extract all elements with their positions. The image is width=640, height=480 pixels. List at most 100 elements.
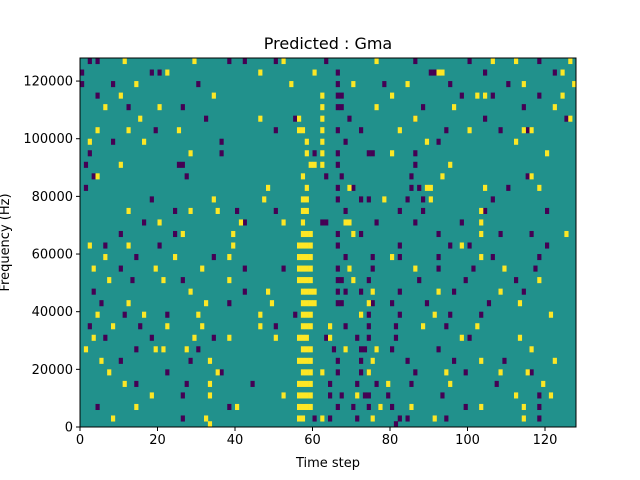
heatmap-cell [351,230,356,238]
heatmap-cell [545,242,550,249]
heatmap-cell [486,300,492,307]
heatmap-cell [87,150,92,157]
heatmap-cell [421,323,426,330]
heatmap-cell [483,92,488,99]
heatmap-cell [227,277,232,284]
heatmap-cell [227,334,232,341]
heatmap-cell [211,196,216,203]
heatmap-cell [517,334,523,341]
heatmap-cell [300,242,306,249]
heatmap-cell [405,81,410,88]
heatmap-cell [328,415,333,422]
heatmap-cell [122,311,127,318]
heatmap-cell [351,277,356,284]
heatmap-cell [436,138,441,145]
heatmap-cell [308,357,313,364]
heatmap-cell [370,254,375,261]
heatmap-cell [490,196,495,203]
heatmap-cell [502,357,507,364]
heatmap-cell [231,242,236,249]
heatmap-cell [475,323,480,330]
heatmap-cell [118,161,123,168]
heatmap-cell [335,242,340,249]
heatmap-cell [521,127,526,134]
heatmap-cell [390,150,395,157]
heatmap-cell [366,323,371,330]
heatmap-cell [390,254,395,261]
heatmap-cell [467,242,472,249]
heatmap-cell [390,300,395,307]
heatmap-cell [308,242,313,249]
heatmap-cell [161,346,166,353]
heatmap-cell [227,58,232,65]
heatmap-cell [297,357,302,364]
heatmap-cell [479,357,484,364]
heatmap-cell [347,219,352,226]
heatmap-cell [242,288,247,295]
heatmap-cell [300,334,306,341]
heatmap-cell [370,150,375,157]
heatmap-cell [529,369,534,376]
heatmap-cell [281,265,286,272]
heatmap-cell [312,288,317,295]
heatmap-cell [180,104,185,111]
heatmap-cell [359,127,364,134]
heatmap-cell [335,357,340,364]
heatmap-cell [498,230,503,238]
heatmap-cell [359,346,364,353]
heatmap-cell [157,104,162,111]
heatmap-cell [351,403,356,411]
heatmap-cell [111,323,116,330]
heatmap-cell [304,242,309,249]
y-tick-label: 20000 [32,363,73,378]
heatmap-cell [200,323,205,330]
heatmap-cell [359,288,364,295]
heatmap-cell [328,380,333,387]
heatmap-cell [351,184,356,191]
heatmap-cell [378,403,383,411]
heatmap-cell [335,288,340,295]
x-tick-label: 100 [455,433,480,448]
heatmap-cell [428,69,433,76]
heatmap-cell [370,300,375,307]
heatmap-cell [498,288,503,295]
heatmap-cell [153,265,158,272]
heatmap-cell [537,184,542,191]
heatmap-cell [184,380,189,387]
heatmap-cell [250,380,255,387]
heatmap-cell [320,415,325,422]
heatmap-cell [421,104,426,111]
heatmap-cell [405,357,410,364]
heatmap-cell [521,288,526,295]
heatmap-cell [91,265,96,272]
heatmap-cell [320,104,325,111]
heatmap-cell [560,69,565,76]
heatmap-cell [308,254,313,261]
heatmap-cell [153,346,158,353]
heatmap-cell [359,230,364,238]
heatmap-cell [366,300,371,307]
heatmap-cell [308,369,313,376]
heatmap-cell [165,69,170,76]
heatmap-cell [351,81,356,88]
heatmap-cell [436,230,441,238]
heatmap-cell [339,173,344,180]
heatmap-cell [83,161,89,168]
heatmap-cell [436,346,441,353]
heatmap-cell [227,403,232,411]
heatmap-cell [204,300,209,307]
heatmap-cell [300,323,306,330]
heatmap-cell [459,92,464,99]
heatmap-cell [111,81,116,88]
heatmap-cell [320,92,325,99]
heatmap-cell [304,403,309,411]
heatmap-cell [300,277,306,284]
heatmap-cell [533,265,538,272]
heatmap-cell [107,369,112,376]
heatmap-cell [122,58,127,65]
heatmap-cell [173,254,178,261]
heatmap-cell [211,92,216,99]
heatmap-cell [297,242,302,249]
heatmap-cell [525,127,530,134]
heatmap-cell [308,346,313,353]
